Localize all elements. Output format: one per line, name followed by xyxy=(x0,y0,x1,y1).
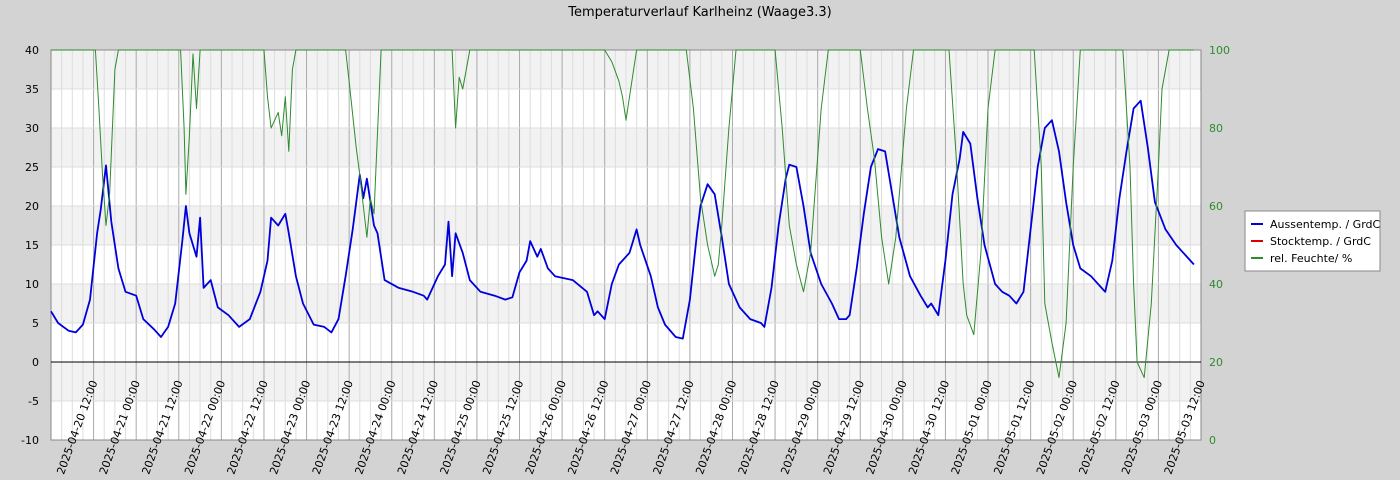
series-lines xyxy=(50,49,1195,379)
y-left-tick-label: 40 xyxy=(25,44,39,57)
series-line-0 xyxy=(50,99,1195,340)
legend-entry: Aussentemp. / GrdC xyxy=(1270,218,1381,231)
y-left-tick-label: 10 xyxy=(25,278,39,291)
y-right-tick-label: 100 xyxy=(1209,44,1230,57)
y-left-tick-label: 25 xyxy=(25,161,39,174)
series-line-2 xyxy=(51,49,1194,379)
y-right-tick-labels: 100 80 60 40 20 0 xyxy=(1209,44,1230,447)
y-left-tick-label: 35 xyxy=(25,83,39,96)
y-right-tick-label: 80 xyxy=(1209,122,1223,135)
y-left-tick-labels: 40 35 30 25 20 15 10 5 0 -5 -10 xyxy=(21,44,39,447)
y-left-tick-label: 5 xyxy=(32,317,39,330)
chart-title: Temperaturverlauf Karlheinz (Waage3.3) xyxy=(567,5,832,20)
y-left-tick-label: 15 xyxy=(25,239,39,252)
y-right-tick-label: 40 xyxy=(1209,278,1223,291)
y-right-tick-label: 20 xyxy=(1209,356,1223,369)
legend-entry: rel. Feuchte/ % xyxy=(1270,252,1352,265)
y-left-tick-label: 30 xyxy=(25,122,39,135)
y-left-tick-label: 20 xyxy=(25,200,39,213)
y-right-tick-label: 60 xyxy=(1209,200,1223,213)
y-right-tick-label: 0 xyxy=(1209,434,1216,447)
plot-frame xyxy=(50,49,1202,441)
y-left-tick-label: 0 xyxy=(32,356,39,369)
legend-entry: Stocktemp. / GrdC xyxy=(1270,235,1371,248)
legend-box xyxy=(1244,210,1381,272)
legend: Aussentemp. / GrdC Stocktemp. / GrdC rel. … xyxy=(1244,210,1381,272)
y-left-tick-label: -5 xyxy=(28,395,39,408)
y-left-tick-label: -10 xyxy=(21,434,39,447)
